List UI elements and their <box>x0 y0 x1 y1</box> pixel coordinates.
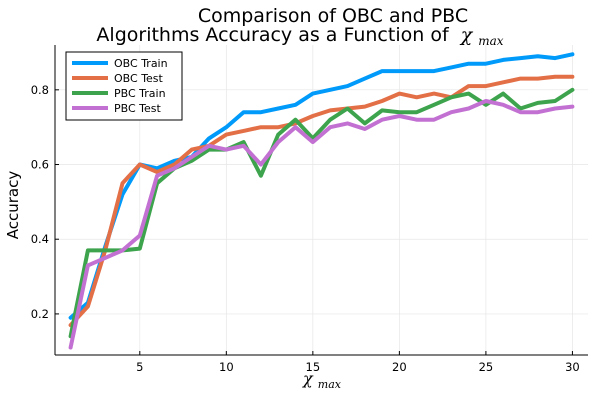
chart-title-line1: Comparison of OBC and PBC <box>198 5 468 27</box>
y-tick-label-1: 0.4 <box>31 232 49 246</box>
x-axis-label: χ max <box>302 369 342 391</box>
x-axis-label-subscript: max <box>318 378 342 391</box>
y-tick-label-2: 0.6 <box>31 158 49 172</box>
legend-label-obc-test: OBC Test <box>114 72 164 85</box>
legend-label-obc-train: OBC Train <box>114 57 168 70</box>
x-axis-label-symbol: χ <box>302 369 314 388</box>
axes-layer <box>54 45 588 356</box>
y-tick-label-3: 0.8 <box>31 83 49 97</box>
chart-title-symbol-subscript: max <box>478 34 504 48</box>
y-tick-label-0: 0.2 <box>31 307 49 321</box>
series-layer <box>68 52 575 350</box>
chart-title-line2-text: Algorithms Accuracy as a Function of <box>96 24 450 46</box>
chart-title-symbol: χ <box>459 24 474 46</box>
series-line-pbc-test <box>68 99 575 350</box>
x-tick-label-2: 15 <box>306 360 321 374</box>
legend: OBC Train OBC Test PBC Train PBC Test <box>65 51 183 121</box>
legend-label-pbc-test: PBC Test <box>114 102 162 115</box>
x-tick-label-5: 30 <box>565 360 580 374</box>
x-tick-label-1: 10 <box>219 360 234 374</box>
x-tick-label-4: 25 <box>479 360 494 374</box>
y-axis-label: Accuracy <box>4 171 22 240</box>
ticks-layer: 5 10 15 20 25 30 0.2 0.4 0.6 0.8 <box>31 83 580 374</box>
x-tick-label-0: 5 <box>136 360 143 374</box>
legend-label-pbc-train: PBC Train <box>114 87 166 100</box>
chart-title-line2: Algorithms Accuracy as a Function of χ m… <box>96 24 503 48</box>
x-tick-label-3: 20 <box>392 360 407 374</box>
series-line-obc-test <box>68 74 575 328</box>
series-line-obc-train <box>68 52 575 320</box>
